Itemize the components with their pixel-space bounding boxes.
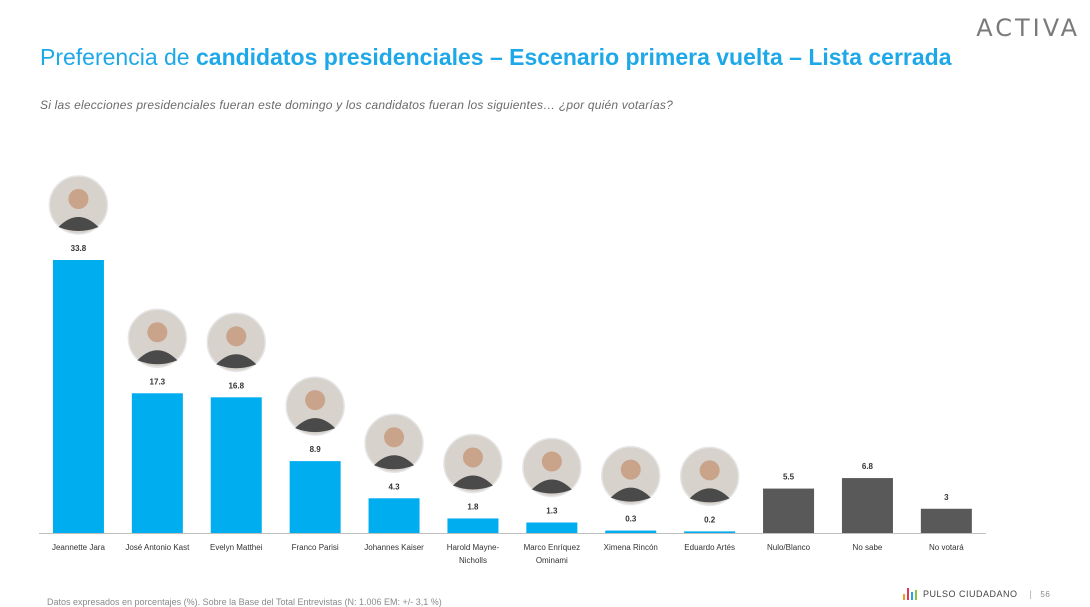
candidate-photo-7 (522, 437, 582, 498)
title-bold: candidatos presidenciales – Escenario pr… (195, 44, 952, 70)
category-label-4: Franco Parisi (292, 543, 339, 552)
candidate-photo-5 (364, 413, 424, 474)
value-label-8: 0.3 (625, 515, 637, 524)
category-label-7-line-2: Ominami (536, 556, 568, 565)
bar-4 (289, 461, 341, 533)
bar-6 (447, 518, 499, 533)
candidate-photo-9 (679, 446, 740, 507)
candidate-photo-3 (206, 312, 266, 373)
pulse-bars-icon (903, 588, 917, 600)
bar-10 (763, 488, 815, 533)
page-title: Preferencia de candidatos presidenciales… (40, 44, 952, 71)
footer-note: Datos expresados en porcentajes (%). Sob… (47, 597, 442, 607)
category-label-10: Nulo/Blanco (767, 543, 811, 552)
value-label-6: 1.8 (467, 502, 479, 511)
category-label-7: Marco Enríquez (524, 543, 580, 552)
category-label-3: Evelyn Matthei (210, 543, 263, 552)
category-label-1: Jeannette Jara (52, 543, 105, 552)
candidate-photo-8 (601, 445, 661, 506)
bar-9 (684, 531, 736, 533)
bar-5 (368, 498, 420, 533)
value-label-7: 1.3 (546, 507, 558, 516)
value-label-10: 5.5 (783, 473, 795, 482)
value-label-2: 17.3 (150, 377, 166, 386)
category-label-5: Johannes Kaiser (364, 543, 424, 552)
bar-2 (131, 393, 183, 533)
candidate-photo-2 (127, 308, 188, 369)
category-label-6: Harold Mayne- (447, 543, 500, 552)
brand-name: PULSO CIUDADANO (923, 589, 1018, 599)
value-label-5: 4.3 (388, 482, 400, 491)
value-label-4: 8.9 (310, 445, 322, 454)
category-label-11: No sabe (853, 543, 883, 552)
page-number: 56 (1040, 589, 1051, 599)
value-label-3: 16.8 (228, 381, 244, 390)
bar-7 (526, 522, 578, 533)
title-regular: Preferencia de (40, 44, 196, 70)
candidate-photo-6 (443, 433, 503, 494)
bar-12 (920, 508, 972, 533)
category-label-12: No votará (929, 543, 964, 552)
pulso-ciudadano-brand: PULSO CIUDADANO | 56 (903, 588, 1050, 600)
candidate-photo-4 (285, 376, 345, 436)
category-label-8: Ximena Rincón (604, 543, 658, 552)
bar-3 (210, 397, 262, 533)
bar-8 (605, 530, 657, 533)
brand-separator: | (1029, 589, 1033, 599)
survey-question: Si las elecciones presidenciales fueran … (40, 98, 673, 112)
value-label-9: 0.2 (704, 515, 716, 524)
category-label-6-line-2: Nicholls (459, 556, 487, 565)
bar-11 (841, 478, 893, 533)
category-label-9: Eduardo Artés (684, 543, 735, 552)
candidate-photo-1 (48, 175, 109, 235)
category-label-2: José Antonio Kast (125, 543, 190, 552)
value-label-1: 33.8 (71, 244, 87, 253)
bar-1 (52, 260, 104, 533)
bar-chart: 33.8 Jeannette Jara 17.3 José Antonio Kast 1… (39, 175, 986, 565)
value-label-11: 6.8 (862, 462, 874, 471)
value-label-12: 3 (944, 493, 949, 502)
activa-logo: ACTIVA (976, 14, 1080, 42)
